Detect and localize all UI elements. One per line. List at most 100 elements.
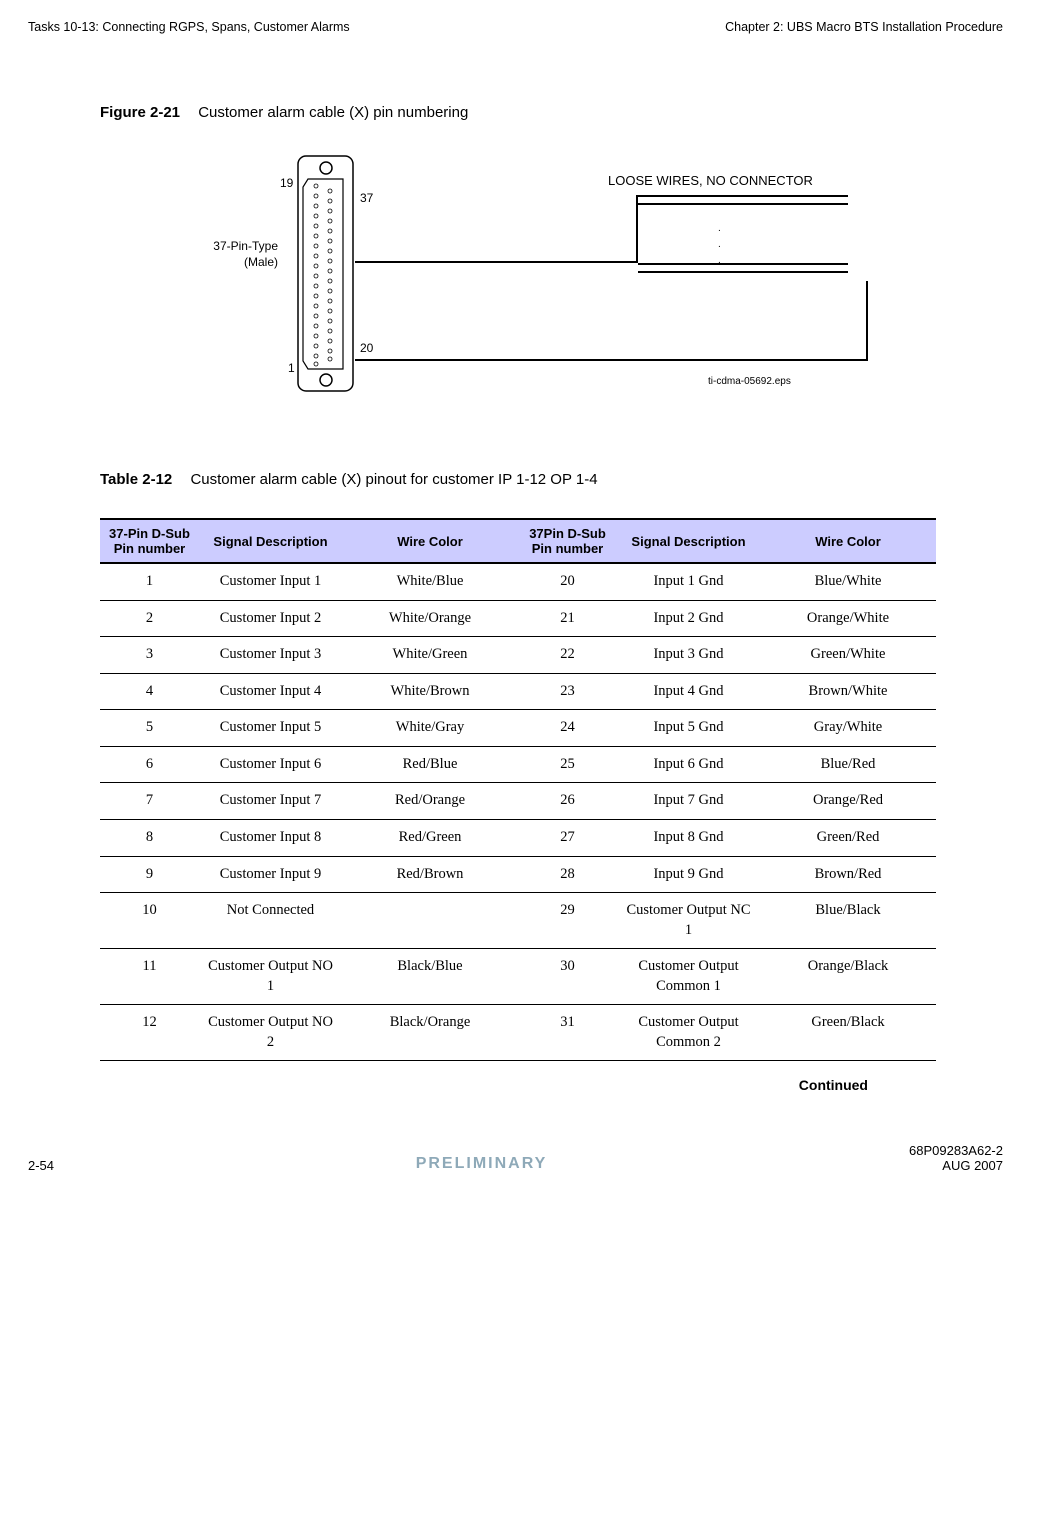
- table-cell: 30: [518, 949, 617, 1005]
- table-cell: Red/Brown: [342, 856, 518, 893]
- table-cell: White/Brown: [342, 673, 518, 710]
- table-cell: Black/Orange: [342, 1005, 518, 1061]
- wire-pair-bottom: [638, 263, 848, 273]
- table-cell: Red/Blue: [342, 746, 518, 783]
- table-row: 5Customer Input 5White/Gray24Input 5 Gnd…: [100, 710, 936, 747]
- table-row: 8Customer Input 8Red/Green27Input 8 GndG…: [100, 819, 936, 856]
- table-cell: 11: [100, 949, 199, 1005]
- page-footer: 2-54 PRELIMINARY 68P09283A62-2 AUG 2007: [28, 1143, 1003, 1173]
- table-cell: Customer Input 4: [199, 673, 342, 710]
- table-cell: Not Connected: [199, 893, 342, 949]
- table-cell: Red/Green: [342, 819, 518, 856]
- table-cell: Customer Input 2: [199, 600, 342, 637]
- table-cell: Customer Output NC 1: [617, 893, 760, 949]
- table-cell: Orange/White: [760, 600, 936, 637]
- table-cell: 31: [518, 1005, 617, 1061]
- table-cell: 12: [100, 1005, 199, 1061]
- table-cell: Input 6 Gnd: [617, 746, 760, 783]
- table-cell: 21: [518, 600, 617, 637]
- cable-line-lower: [355, 359, 868, 361]
- table-cell: 10: [100, 893, 199, 949]
- pin-type-line2: (Male): [244, 255, 278, 269]
- table-cell: Input 4 Gnd: [617, 673, 760, 710]
- table-row: 7Customer Input 7Red/Orange26Input 7 Gnd…: [100, 783, 936, 820]
- table-cell: 24: [518, 710, 617, 747]
- table-cell: Green/Black: [760, 1005, 936, 1061]
- table-cell: 29: [518, 893, 617, 949]
- th-sig2: Signal Description: [617, 519, 760, 563]
- footer-date: AUG 2007: [942, 1158, 1003, 1173]
- pin-label-37: 37: [360, 191, 373, 205]
- ellipsis-dots: ...: [718, 221, 721, 269]
- footer-doc-no: 68P09283A62-2: [909, 1143, 1003, 1158]
- table-cell: Blue/White: [760, 563, 936, 600]
- table-cell: 9: [100, 856, 199, 893]
- pin-type-line1: 37-Pin-Type: [213, 239, 278, 253]
- table-row: 9Customer Input 9Red/Brown28Input 9 GndB…: [100, 856, 936, 893]
- figure-label: Figure 2-21: [100, 104, 180, 121]
- th-sig1: Signal Description: [199, 519, 342, 563]
- eps-reference: ti-cdma-05692.eps: [708, 376, 791, 387]
- cable-line-upper: [355, 261, 638, 263]
- table-cell: 22: [518, 637, 617, 674]
- table-cell: Input 2 Gnd: [617, 600, 760, 637]
- table-cell: Customer Input 9: [199, 856, 342, 893]
- loose-wires-box: [638, 195, 848, 273]
- table-cell: Customer Input 6: [199, 746, 342, 783]
- table-row: 6Customer Input 6Red/Blue25Input 6 GndBl…: [100, 746, 936, 783]
- table-cell: Blue/Red: [760, 746, 936, 783]
- th-wire2: Wire Color: [760, 519, 936, 563]
- header-right: Chapter 2: UBS Macro BTS Installation Pr…: [725, 20, 1003, 34]
- th-pin2: 37Pin D-Sub Pin number: [518, 519, 617, 563]
- table-cell: Input 5 Gnd: [617, 710, 760, 747]
- preliminary-label: PRELIMINARY: [416, 1155, 548, 1172]
- table-cell: Black/Blue: [342, 949, 518, 1005]
- table-cell: White/Orange: [342, 600, 518, 637]
- table-cell: Customer Input 1: [199, 563, 342, 600]
- table-cell: Input 1 Gnd: [617, 563, 760, 600]
- figure-title: Customer alarm cable (X) pin numbering: [198, 104, 468, 121]
- table-cell: Customer Input 7: [199, 783, 342, 820]
- table-cell: Green/Red: [760, 819, 936, 856]
- table-cell: Input 3 Gnd: [617, 637, 760, 674]
- table-row: 1Customer Input 1White/Blue20Input 1 Gnd…: [100, 563, 936, 600]
- table-cell: Input 8 Gnd: [617, 819, 760, 856]
- footer-page-no: 2-54: [28, 1158, 54, 1173]
- pinout-table: 37-Pin D-Sub Pin number Signal Descripti…: [100, 518, 936, 1061]
- continued-label: Continued: [28, 1077, 868, 1093]
- table-cell: 25: [518, 746, 617, 783]
- table-cell: 6: [100, 746, 199, 783]
- wire-pair-top: [638, 195, 848, 205]
- header-left: Tasks 10-13: Connecting RGPS, Spans, Cus…: [28, 20, 350, 34]
- table-cell: Customer Input 5: [199, 710, 342, 747]
- pin-label-20: 20: [360, 341, 373, 355]
- table-cell: Red/Orange: [342, 783, 518, 820]
- table-row: 4Customer Input 4White/Brown23Input 4 Gn…: [100, 673, 936, 710]
- table-cell: Customer Output Common 1: [617, 949, 760, 1005]
- table-cell: 20: [518, 563, 617, 600]
- table-cell: Brown/White: [760, 673, 936, 710]
- table-row: 11Customer Output NO 1Black/Blue30Custom…: [100, 949, 936, 1005]
- figure-caption: Figure 2-21 Customer alarm cable (X) pin…: [100, 104, 1003, 121]
- table-row: 10Not Connected 29Customer Output NC 1Blu…: [100, 893, 936, 949]
- table-cell: Brown/Red: [760, 856, 936, 893]
- footer-right: 68P09283A62-2 AUG 2007: [909, 1143, 1003, 1173]
- table-cell: Blue/Black: [760, 893, 936, 949]
- th-pin1: 37-Pin D-Sub Pin number: [100, 519, 199, 563]
- table-cell: 8: [100, 819, 199, 856]
- table-cell: Customer Input 3: [199, 637, 342, 674]
- table-cell: Green/White: [760, 637, 936, 674]
- table-cell: White/Gray: [342, 710, 518, 747]
- table-cell: Customer Output Common 2: [617, 1005, 760, 1061]
- table-cell: White/Blue: [342, 563, 518, 600]
- table-cell: 5: [100, 710, 199, 747]
- pin-type-label: 37-Pin-Type (Male): [178, 239, 278, 270]
- table-cell: 26: [518, 783, 617, 820]
- table-cell: Input 9 Gnd: [617, 856, 760, 893]
- table-row: 2Customer Input 2White/Orange21Input 2 G…: [100, 600, 936, 637]
- table-cell: 7: [100, 783, 199, 820]
- table-cell: Gray/White: [760, 710, 936, 747]
- table-title: Customer alarm cable (X) pinout for cust…: [190, 471, 597, 488]
- table-cell: 27: [518, 819, 617, 856]
- th-wire1: Wire Color: [342, 519, 518, 563]
